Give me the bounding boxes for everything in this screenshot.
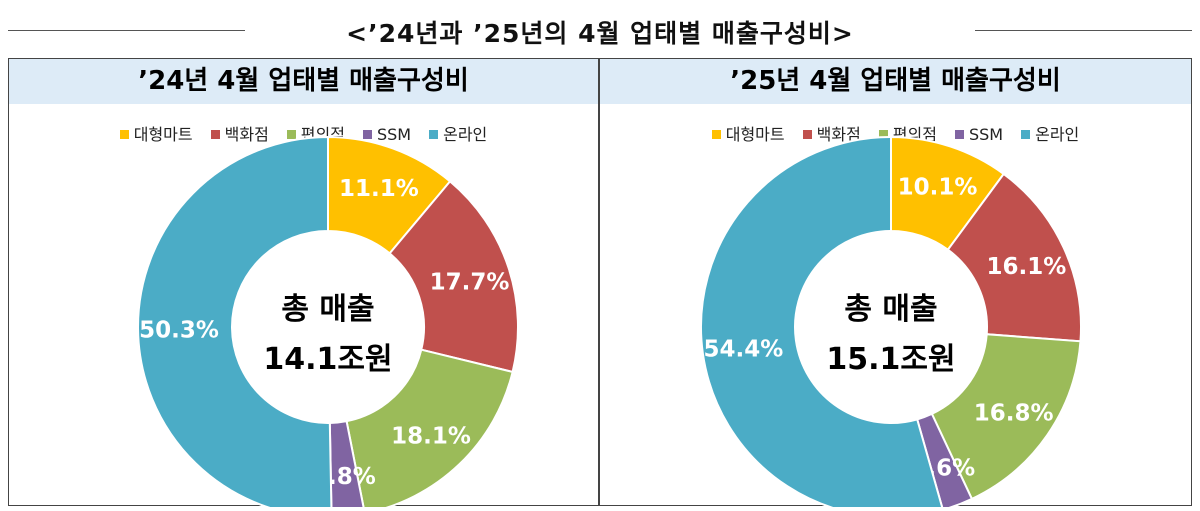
title-rule-left	[8, 30, 245, 31]
legend-label: 대형마트	[133, 125, 193, 144]
legend-item-department-store: 백화점	[802, 121, 861, 145]
data-label-convenience-store: 16.8%	[974, 401, 1054, 427]
legend-swatch	[119, 130, 129, 139]
legend-swatch	[878, 130, 888, 139]
center-label: 총 매출	[844, 292, 937, 327]
legend-label: 백화점	[224, 125, 269, 144]
center-label: 총 매출	[281, 292, 374, 327]
slice-convenience-store	[930, 333, 1082, 501]
slice-convenience-store	[345, 348, 514, 507]
chart-panel-2025: ’25년 4월 업태별 매출구성비 대형마트 백화점 편의점 SSM 온라인 10.1%…	[599, 58, 1192, 507]
legend-label: 온라인	[443, 125, 488, 144]
data-label-department-store: 16.1%	[987, 254, 1067, 280]
legend-swatch	[362, 130, 372, 139]
slice-online	[137, 135, 333, 507]
legend-swatch	[802, 130, 812, 139]
legend-swatch	[954, 130, 964, 139]
data-label-hypermarket: 11.1%	[339, 176, 419, 202]
slice-department-store	[388, 179, 519, 374]
legend-swatch	[429, 130, 439, 139]
main-title: <’24년과 ’25년의 4월 업태별 매출구성비>	[346, 19, 854, 48]
legend-item-hypermarket: 대형마트	[711, 121, 785, 145]
panel-title: ’24년 4월 업태별 매출구성비	[9, 59, 598, 104]
legend-label: SSM	[968, 125, 1004, 144]
legend-swatch	[711, 130, 721, 139]
data-label-department-store: 17.7%	[430, 270, 510, 296]
legend-swatch	[286, 130, 296, 139]
center-value: 15.1조원	[826, 342, 955, 377]
legend-item-online: 온라인	[1021, 121, 1079, 145]
data-label-convenience-store: 18.1%	[391, 424, 471, 450]
legend-label: 온라인	[1035, 125, 1080, 144]
legend-item-ssm: SSM	[362, 125, 412, 144]
slice-online	[700, 135, 944, 507]
data-label-online: 50.3%	[139, 317, 219, 343]
legend-label: 대형마트	[725, 125, 785, 144]
data-label-hypermarket: 10.1%	[898, 174, 978, 200]
title-rule-right	[975, 30, 1192, 31]
data-label-online: 54.4%	[704, 337, 784, 363]
slice-department-store	[946, 172, 1082, 343]
legend: 대형마트 백화점 편의점 SSM 온라인	[9, 121, 598, 145]
legend-item-ssm: SSM	[954, 125, 1004, 144]
legend: 대형마트 백화점 편의점 SSM 온라인	[600, 121, 1191, 145]
legend-label: 백화점	[816, 125, 861, 144]
legend-swatch	[1021, 130, 1031, 139]
chart-panel-2024: ’24년 4월 업태별 매출구성비 대형마트 백화점 편의점 SSM 온라인 11.1%…	[8, 58, 599, 507]
panel-title: ’25년 4월 업태별 매출구성비	[600, 59, 1191, 104]
legend-item-online: 온라인	[429, 121, 487, 145]
legend-item-hypermarket: 대형마트	[119, 121, 193, 145]
legend-label: SSM	[376, 125, 412, 144]
center-value: 14.1조원	[263, 342, 392, 377]
legend-swatch	[210, 130, 220, 139]
legend-item-department-store: 백화점	[210, 121, 269, 145]
